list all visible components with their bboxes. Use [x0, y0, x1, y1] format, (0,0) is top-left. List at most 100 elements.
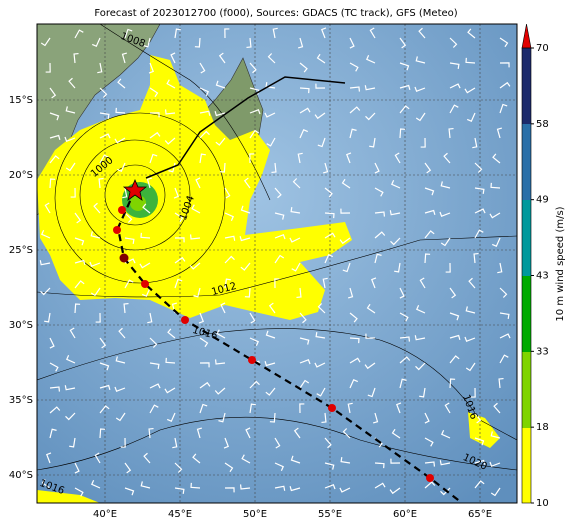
- colorbar-tick-label: 49: [536, 195, 549, 206]
- wind-barb: [191, 204, 201, 214]
- lon-label: 65°E: [468, 509, 492, 520]
- wind-barb: [49, 428, 57, 439]
- wind-barb: [189, 262, 201, 270]
- wind-barb: [342, 262, 351, 273]
- wind-barb: [214, 387, 226, 395]
- wind-barb: [41, 478, 51, 489]
- wind-barb: [65, 162, 76, 172]
- wind-barb: [474, 229, 484, 239]
- wind-barb: [49, 406, 61, 414]
- wind-barb: [466, 112, 476, 123]
- wind-barb: [493, 402, 501, 414]
- wind-barb: [39, 260, 51, 266]
- colorbar-ticks: 10 18 33 43 49 58 70: [531, 43, 549, 509]
- wind-barb: [366, 303, 376, 314]
- wind-barb: [424, 162, 432, 174]
- wind-barb: [44, 202, 51, 214]
- wind-barb: [95, 312, 101, 323]
- wind-barb: [340, 208, 351, 214]
- wind-barb: [472, 137, 478, 149]
- wind-barb: [424, 187, 435, 196]
- wind-barb: [339, 487, 351, 493]
- wind-barb: [448, 127, 454, 139]
- storm-center: [122, 178, 148, 201]
- wind-barb: [266, 137, 276, 147]
- map-frame: [36, 23, 518, 504]
- wind-barb: [64, 385, 76, 391]
- wind-barb: [440, 429, 451, 439]
- wind-barb: [399, 128, 406, 139]
- wind-barb: [274, 212, 285, 220]
- wind-barb: [399, 336, 411, 342]
- wind-barb: [374, 231, 386, 239]
- wind-barb: [49, 178, 56, 189]
- wind-barb: [499, 37, 509, 48]
- wind-barb: [414, 86, 426, 93]
- wind-barb: [467, 28, 476, 39]
- wind-barb: [296, 287, 302, 299]
- wind-barb: [139, 262, 151, 269]
- wind-barb: [215, 80, 226, 89]
- wind-barb: [140, 481, 151, 489]
- wind-barb: [174, 237, 185, 243]
- wind-barb: [374, 462, 385, 469]
- wind-barb: [90, 231, 101, 239]
- wind-barb: [390, 458, 401, 464]
- wind-barb: [399, 356, 411, 364]
- wind-barb: [166, 79, 176, 89]
- wind-barb: [149, 153, 158, 164]
- wind-barb: [94, 452, 101, 464]
- wind-barb: [399, 84, 411, 91]
- wind-barb: [489, 212, 501, 219]
- wind-barb: [445, 262, 451, 273]
- wind-barb: [224, 487, 235, 493]
- wind-barb: [372, 412, 379, 424]
- wind-barb: [317, 303, 326, 314]
- lat-label: 35°S: [9, 395, 33, 406]
- wind-barb: [274, 437, 281, 449]
- wind-barb: [399, 312, 409, 322]
- wind-barb: [173, 187, 180, 199]
- wind-barb: [274, 187, 282, 199]
- wind-barb: [149, 337, 158, 348]
- wind-barb: [492, 153, 501, 164]
- storm-symbols: [113, 206, 434, 482]
- wind-barb: [174, 256, 186, 264]
- wind-barb: [497, 262, 503, 274]
- wind-barb: [124, 487, 135, 496]
- wind-barb: [316, 53, 326, 64]
- wind-barb: [216, 329, 226, 339]
- wind-barb: [399, 105, 410, 114]
- wind-barb: [496, 127, 503, 139]
- wind-barb: [369, 27, 376, 39]
- colorbar-tick-label: 58: [536, 119, 549, 130]
- wind-barb: [114, 137, 126, 144]
- wind-barb: [498, 377, 504, 389]
- wind-barb: [174, 462, 183, 473]
- wind-barb: [499, 312, 510, 319]
- lon-label: 50°E: [243, 509, 267, 520]
- wind-barb: [49, 386, 61, 392]
- wind-barb: [224, 28, 230, 39]
- wind-barb: [189, 234, 201, 240]
- wind-barb: [99, 154, 109, 164]
- lon-label: 45°E: [168, 509, 192, 520]
- wind-barb: [49, 337, 55, 349]
- lon-label: 60°E: [393, 509, 417, 520]
- wind-barb: [116, 162, 126, 173]
- wind-barb: [464, 336, 476, 343]
- wind-barb: [474, 480, 485, 489]
- wind-barb: [299, 312, 307, 324]
- wind-barb: [399, 37, 407, 49]
- wind-barb: [224, 212, 235, 222]
- wind-barb: [364, 362, 376, 370]
- wind-barb: [395, 402, 402, 414]
- wind-barb: [65, 354, 76, 364]
- colorbar-tick-label: 18: [536, 422, 549, 433]
- title: Forecast of 2023012700 (f000), Sources: …: [94, 8, 457, 19]
- wind-barb: [40, 37, 51, 47]
- wind-barb: [424, 230, 435, 239]
- wind-barb: [299, 128, 309, 139]
